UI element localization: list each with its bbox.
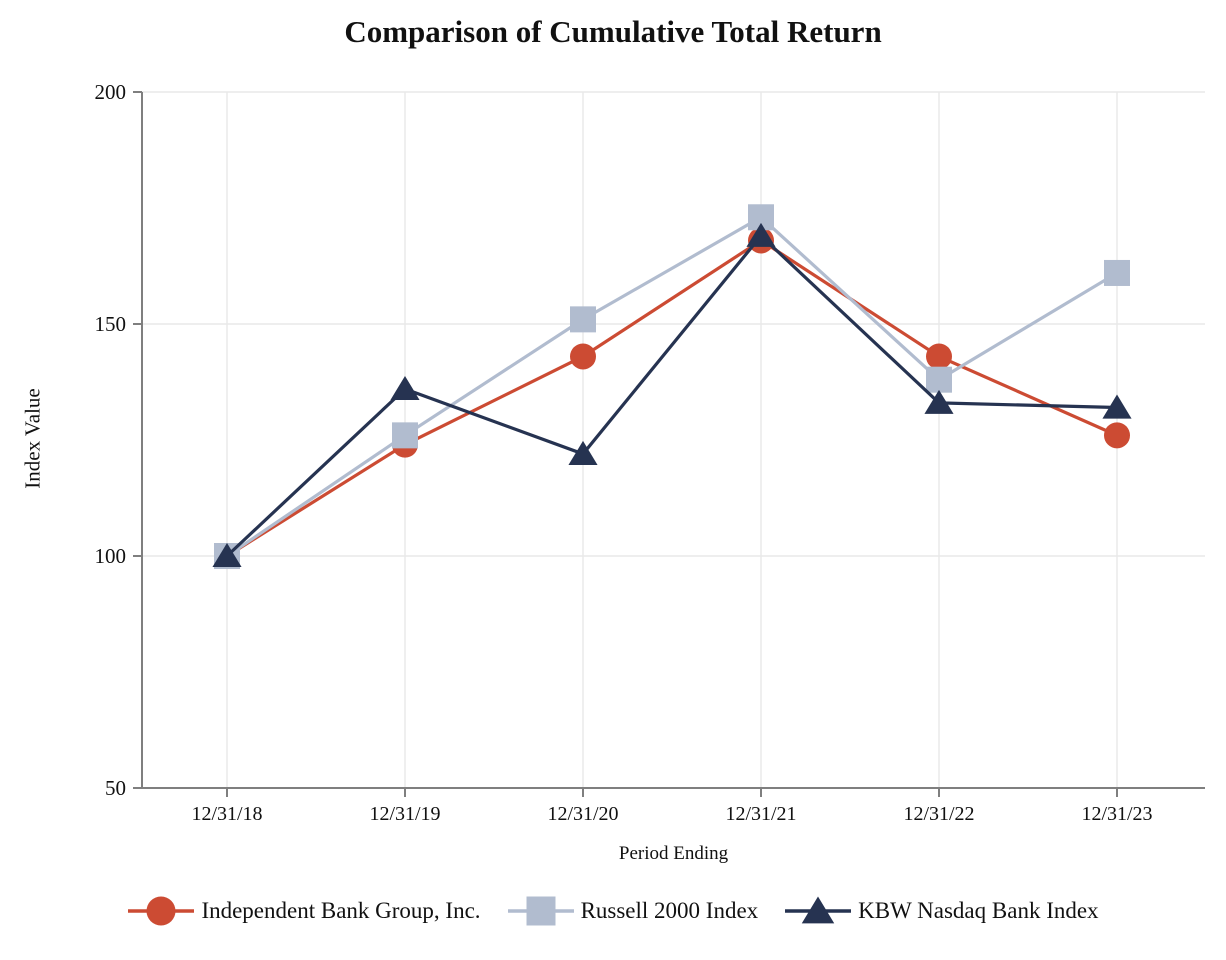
series-russell-2000-index xyxy=(214,204,1130,569)
legend-item-russell-2000-index: Russell 2000 Index xyxy=(507,890,759,932)
series-line xyxy=(226,238,1118,558)
x-tick-label: 12/31/21 xyxy=(725,803,796,825)
legend-item-kbw-nasdaq-bank-index: KBW Nasdaq Bank Index xyxy=(784,890,1099,932)
circle-data-point-marker xyxy=(570,343,596,370)
square-data-point-marker xyxy=(1104,259,1130,286)
square-data-point-marker xyxy=(526,896,556,926)
plot-canvas: 50 100 150 200 12/31/18 12/31/19 12/31/20 12/31… xyxy=(95,80,1205,825)
circle-data-point-marker xyxy=(1104,422,1130,449)
series-kbw-nasdaq-bank-index xyxy=(212,222,1132,568)
triangle-data-point-marker xyxy=(746,222,776,247)
triangle-legend-marker-icon xyxy=(785,896,852,924)
y-tick-label: 150 xyxy=(95,312,127,336)
square-data-point-marker xyxy=(926,366,952,393)
triangle-data-point-marker xyxy=(390,375,420,401)
circle-data-point-marker xyxy=(146,896,176,926)
triangle-data-point-marker xyxy=(1102,394,1132,419)
triangle-data-point-marker xyxy=(924,389,954,414)
x-tick-label: 12/31/18 xyxy=(191,803,262,825)
triangle-data-point-marker xyxy=(212,543,242,568)
y-tick-label: 50 xyxy=(105,776,126,800)
x-tick-label: 12/31/22 xyxy=(903,803,974,825)
series-line xyxy=(226,215,1118,558)
x-tick-label: 12/31/20 xyxy=(547,803,618,825)
x-tick-label: 12/31/23 xyxy=(1081,803,1152,825)
triangle-data-point-marker xyxy=(568,440,598,465)
legend-label: Russell 2000 Index xyxy=(580,898,759,923)
square-data-point-marker xyxy=(570,306,596,333)
circle-data-point-marker xyxy=(926,343,952,370)
y-tick-label: 200 xyxy=(95,80,127,104)
circle-legend-marker-icon xyxy=(128,896,195,926)
y-axis-title: Index Value xyxy=(20,388,45,489)
x-axis-title: Period Ending xyxy=(618,843,729,864)
chart-title: Comparison of Cumulative Total Return xyxy=(344,14,882,49)
x-tick-label: 12/31/19 xyxy=(369,803,440,825)
square-data-point-marker xyxy=(392,422,418,449)
series-independent-bank-group-inc xyxy=(214,227,1130,569)
legend-label: KBW Nasdaq Bank Index xyxy=(858,898,1099,923)
legend-item-independent-bank-group-inc: Independent Bank Group, Inc. xyxy=(127,890,481,932)
square-legend-marker-icon xyxy=(507,896,574,926)
legend-label: Independent Bank Group, Inc. xyxy=(201,898,481,923)
y-tick-label: 100 xyxy=(95,544,127,568)
series-line xyxy=(225,233,1118,558)
chart-legend: Independent Bank Group, Inc. Russell 2000… xyxy=(0,890,1226,932)
triangle-data-point-marker xyxy=(801,896,835,924)
